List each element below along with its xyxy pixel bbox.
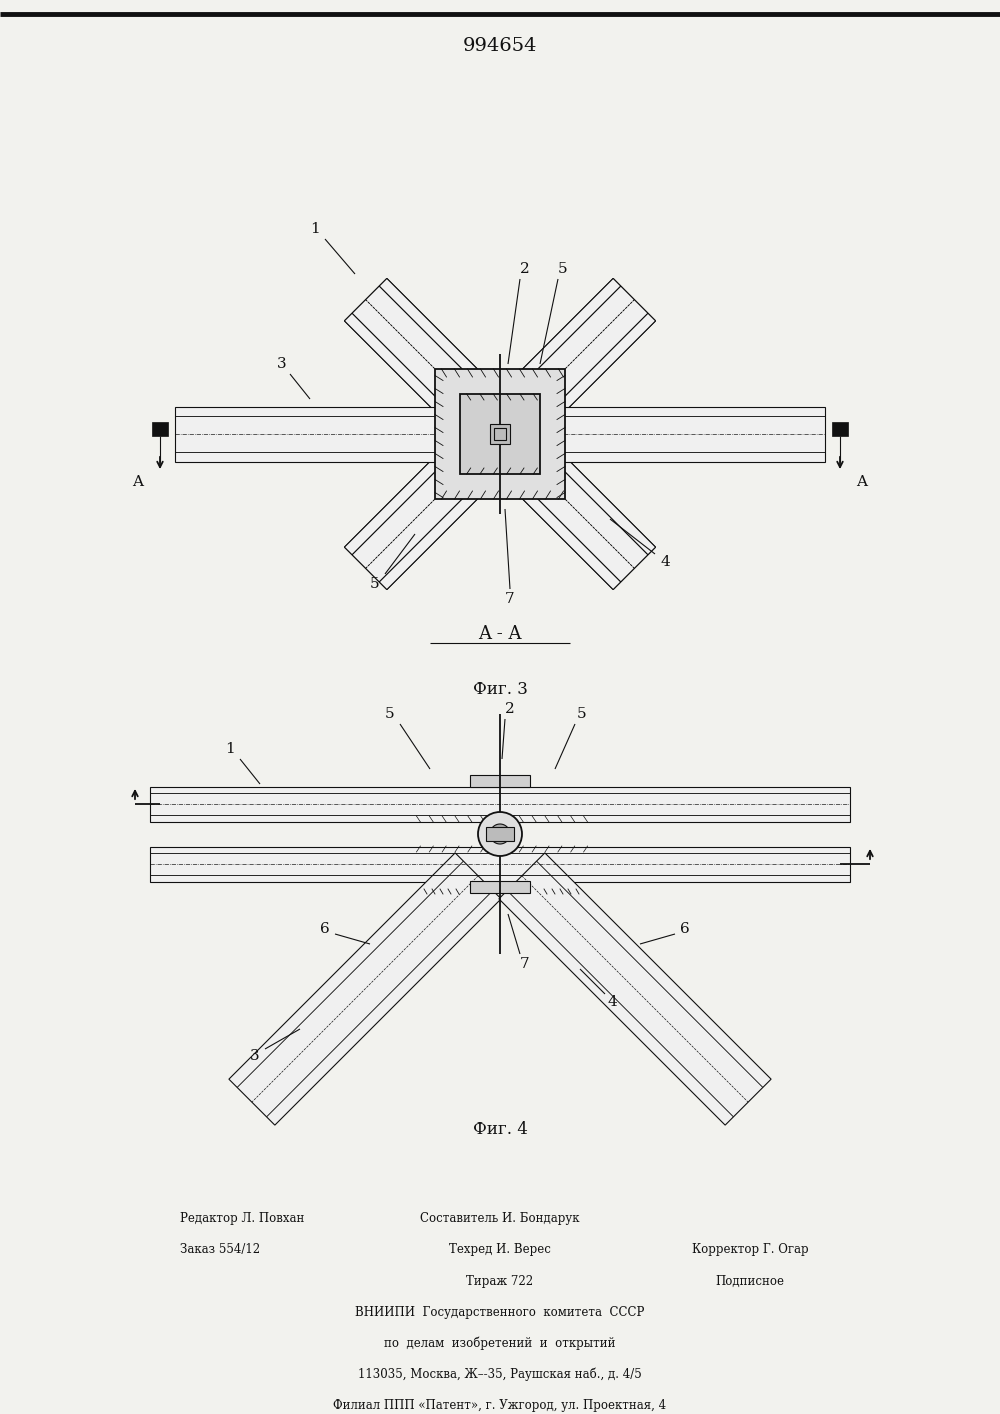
Polygon shape (229, 853, 501, 1126)
Circle shape (490, 824, 510, 844)
Text: Филиал ППП «Патент», г. Ужгород, ул. Проектная, 4: Филиал ППП «Патент», г. Ужгород, ул. Про… (333, 1398, 667, 1413)
Text: 2: 2 (505, 701, 515, 715)
Polygon shape (344, 279, 656, 590)
Text: Фиг. 3: Фиг. 3 (473, 680, 527, 697)
Text: Составитель И. Бондарук: Составитель И. Бондарук (420, 1212, 580, 1226)
Text: 3: 3 (250, 1049, 260, 1063)
Text: 7: 7 (520, 957, 530, 971)
Bar (152, 421, 168, 436)
Bar (150, 847, 850, 881)
Bar (494, 428, 506, 440)
Text: ВНИИПИ  Государственного  комитета  СССР: ВНИИПИ Государственного комитета СССР (355, 1305, 645, 1319)
Text: Техред И. Верес: Техред И. Верес (449, 1243, 551, 1257)
Text: 4: 4 (607, 995, 617, 1010)
Bar (460, 395, 540, 474)
Text: 3: 3 (277, 356, 287, 370)
Text: Редактор Л. Повхан: Редактор Л. Повхан (180, 1212, 304, 1226)
Polygon shape (344, 279, 656, 590)
Text: Фиг. 4: Фиг. 4 (473, 1120, 527, 1137)
Bar (490, 424, 510, 444)
Text: 6: 6 (680, 922, 690, 936)
Text: Корректор Г. Огар: Корректор Г. Огар (692, 1243, 808, 1257)
Text: A: A (132, 475, 144, 489)
Text: 113035, Москва, Ж–-35, Раушская наб., д. 4/5: 113035, Москва, Ж–-35, Раушская наб., д.… (358, 1367, 642, 1381)
Text: 5: 5 (370, 577, 380, 591)
Polygon shape (344, 279, 656, 590)
Text: 5: 5 (577, 707, 587, 721)
Bar (832, 421, 848, 436)
Bar (435, 369, 565, 499)
Text: 5: 5 (558, 262, 568, 276)
Text: по  делам  изобретений  и  открытий: по делам изобретений и открытий (384, 1336, 616, 1350)
Text: A: A (856, 475, 868, 489)
Circle shape (478, 812, 522, 855)
Text: Тираж 722: Тираж 722 (466, 1274, 534, 1288)
Bar (470, 775, 530, 788)
Bar (470, 881, 530, 894)
Text: A - A: A - A (478, 625, 522, 643)
Polygon shape (499, 853, 771, 1126)
Text: 4: 4 (660, 556, 670, 568)
Text: 1: 1 (310, 222, 320, 236)
Bar (486, 827, 514, 841)
Text: 2: 2 (520, 262, 530, 276)
Text: 1: 1 (225, 742, 235, 756)
Bar (150, 786, 850, 822)
Polygon shape (344, 279, 656, 590)
Bar (175, 406, 825, 461)
Text: 6: 6 (320, 922, 330, 936)
Text: Подписное: Подписное (716, 1274, 784, 1288)
Text: 7: 7 (505, 592, 515, 607)
Text: 5: 5 (385, 707, 395, 721)
Text: Заказ 554/12: Заказ 554/12 (180, 1243, 260, 1257)
Text: 994654: 994654 (463, 37, 537, 55)
